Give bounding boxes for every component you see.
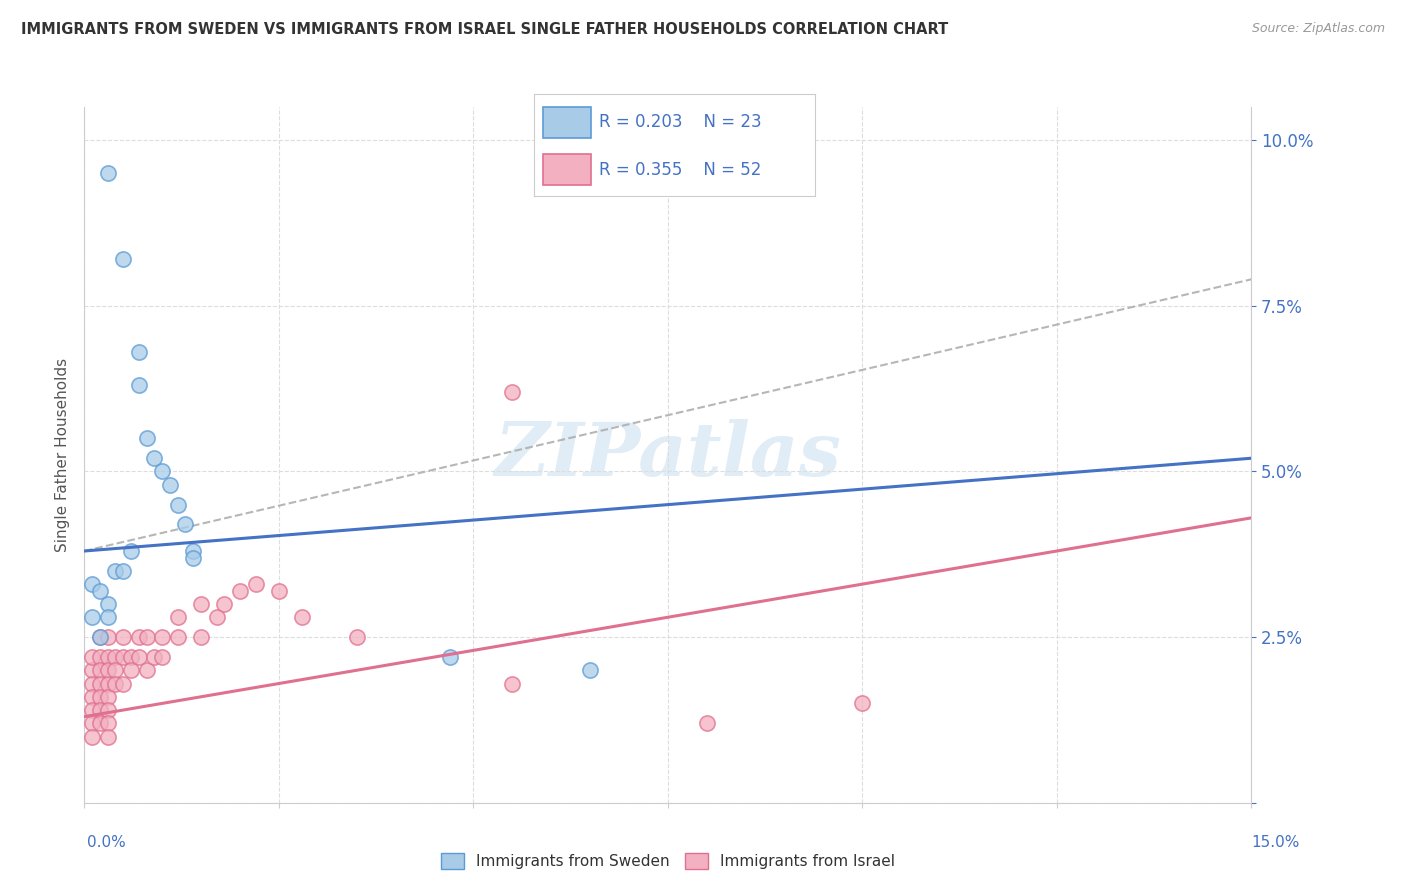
Point (97, 676, 120, 690)
Point (89, 676, 111, 690)
Point (245, 577, 267, 591)
Point (89, 583, 111, 598)
Point (97, 716, 120, 731)
Y-axis label: Single Father Households: Single Father Households (55, 358, 70, 552)
Point (97, 663, 120, 677)
Point (97, 650, 120, 665)
Point (439, 650, 461, 665)
Point (190, 630, 212, 644)
Point (143, 650, 166, 665)
Point (229, 583, 252, 598)
Point (174, 517, 197, 532)
Point (159, 477, 181, 491)
Point (82, 577, 104, 591)
Point (89, 663, 111, 677)
Point (150, 650, 173, 665)
Point (82, 690, 104, 704)
Point (104, 676, 127, 690)
Point (181, 550, 204, 565)
Point (501, 676, 523, 690)
Point (97, 703, 120, 717)
Point (104, 663, 127, 677)
Point (89, 630, 111, 644)
Point (104, 650, 127, 665)
Point (150, 465, 173, 479)
Point (128, 345, 150, 359)
Text: R = 0.355    N = 52: R = 0.355 N = 52 (599, 161, 761, 178)
Point (166, 610, 188, 624)
Point (135, 663, 157, 677)
Text: ZIPatlas: ZIPatlas (495, 418, 841, 491)
Point (120, 650, 142, 665)
Point (135, 431, 157, 445)
Point (82, 663, 104, 677)
Point (82, 610, 104, 624)
Point (190, 597, 212, 611)
Point (181, 544, 204, 558)
Text: IMMIGRANTS FROM SWEDEN VS IMMIGRANTS FROM ISRAEL SINGLE FATHER HOUSEHOLDS CORREL: IMMIGRANTS FROM SWEDEN VS IMMIGRANTS FRO… (21, 22, 948, 37)
Point (128, 378, 150, 392)
Text: Source: ZipAtlas.com: Source: ZipAtlas.com (1251, 22, 1385, 36)
Text: 15.0%: 15.0% (1251, 836, 1299, 850)
Point (166, 498, 188, 512)
Point (104, 564, 127, 578)
Point (97, 166, 120, 180)
Point (82, 676, 104, 690)
Point (97, 630, 120, 644)
Point (97, 730, 120, 744)
Point (120, 544, 142, 558)
Point (135, 630, 157, 644)
Point (205, 610, 228, 624)
Point (89, 690, 111, 704)
Point (150, 630, 173, 644)
Point (97, 690, 120, 704)
Point (346, 630, 368, 644)
Point (166, 630, 188, 644)
Point (143, 451, 166, 466)
Point (97, 610, 120, 624)
Point (696, 716, 718, 731)
Point (89, 703, 111, 717)
Point (214, 597, 236, 611)
Point (82, 703, 104, 717)
Point (89, 650, 111, 665)
Point (291, 610, 314, 624)
Legend: Immigrants from Sweden, Immigrants from Israel: Immigrants from Sweden, Immigrants from … (434, 847, 901, 875)
Point (97, 597, 120, 611)
Point (112, 630, 135, 644)
Text: 0.0%: 0.0% (87, 836, 127, 850)
Point (82, 716, 104, 731)
Point (82, 650, 104, 665)
FancyBboxPatch shape (543, 107, 591, 137)
Point (267, 583, 290, 598)
Point (579, 663, 602, 677)
Point (112, 650, 135, 665)
Point (112, 676, 135, 690)
Point (851, 697, 873, 711)
Point (120, 663, 142, 677)
Point (128, 630, 150, 644)
Point (82, 730, 104, 744)
Text: R = 0.203    N = 23: R = 0.203 N = 23 (599, 113, 762, 131)
FancyBboxPatch shape (543, 154, 591, 185)
Point (112, 564, 135, 578)
Point (128, 650, 150, 665)
Point (501, 384, 523, 399)
Point (112, 252, 135, 267)
Point (89, 716, 111, 731)
Point (89, 630, 111, 644)
